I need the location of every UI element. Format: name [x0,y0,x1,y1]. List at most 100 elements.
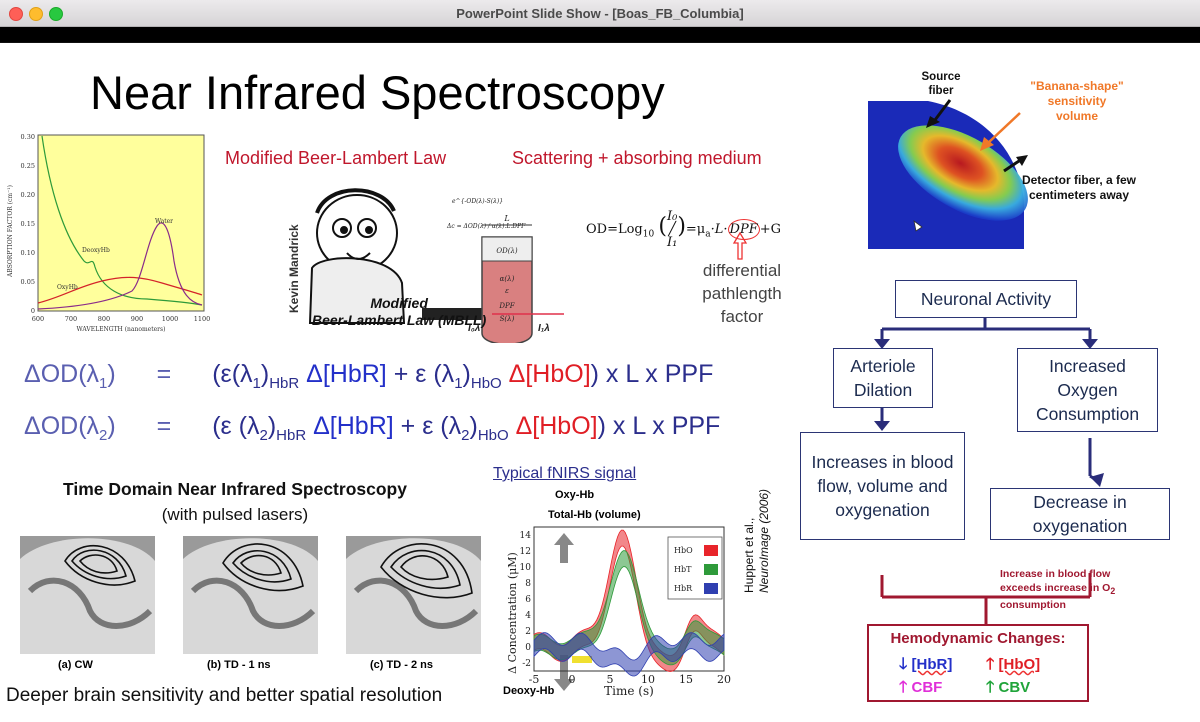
dpf-note-line: differential [702,261,782,280]
fnirs-series-hbr [533,632,725,677]
banana-label: "Banana-shape" sensitivity volume [1022,79,1132,124]
eq1-equals: = [156,360,172,388]
td-brain-images [20,536,481,654]
td-footer: Deeper brain sensitivity and better spat… [6,685,443,706]
chart-ytick: 0.30 [21,133,35,141]
detector-arrow [1003,155,1028,173]
arrow-down-icon: 🡓 [899,656,908,673]
chart-ytick: 0.05 [21,278,35,286]
note-line1: Increase in blood flow [1000,568,1111,580]
hbo-change-label: [HbO] [998,656,1041,673]
chart-ytick: 0.25 [21,162,35,170]
td-subtitle: (with pulsed lasers) [161,505,309,524]
brain-image-cw [20,536,155,654]
equation-lambda2: ΔOD(λ2) = (ε (λ2)HbR Δ[HbR] + ε (λ2)HbO … [24,412,721,444]
fnirs-ytick: 12 [520,547,531,557]
mbll-caption: Modified Beer-Lambert Law (MBLL) [312,295,486,329]
mbll-cartoon: Kevin Mandrick e^{-OD(λ)-S(λ)} Δc = ΔOD(… [287,188,564,343]
chart-ytick: 0.15 [21,220,35,228]
eq2-hbo: Δ[HbO] [508,412,598,440]
hbr-change: 🡓 [HbR] [899,653,952,680]
eq2-hbr: Δ[HbR] [306,412,394,440]
detector-label: Detector fiber, a few centimeters away [1014,173,1144,203]
chart-ylabel: ABSORPTION FACTOR (cm⁻¹) [7,185,14,278]
dpf-note: differential pathlength factor [692,259,792,328]
eq1-lhs: ΔOD(λ1) [24,360,116,392]
total-hb-label: Total-Hb (volume) [548,509,641,521]
tube-length-label: L [503,214,509,223]
source-fiber-label: Source fiber [921,71,961,97]
hemodynamic-changes-box: Hemodynamic Changes: 🡓 [HbR] 🡑 [HbO] 🡑 C… [867,624,1089,702]
deoxy-arrow [554,655,574,691]
mbll-caption-line2: Beer-Lambert Law (MBLL) [312,312,487,328]
legend-hbr: HbR [674,584,693,593]
fnirs-ytick: 8 [525,579,531,589]
note-line3: consumption [1000,599,1066,612]
arrow-up-icon: 🡑 [986,656,995,673]
chart-xtick: 900 [131,315,143,323]
fnirs-legend: HbO HbT HbR [667,536,723,600]
chart-xtick: 800 [98,315,110,323]
deoxyhb-label: DeoxyHb [82,247,110,254]
banana-label-line1: "Banana-shape" [1030,79,1124,93]
fnirs-xtick: 20 [717,673,731,686]
brain-image-td1 [183,536,318,654]
water-curve [37,222,203,310]
chart-xtick: 700 [65,315,77,323]
banana-label-line2: sensitivity [1047,94,1107,108]
hbo-change: 🡑 [HbO] [986,653,1040,680]
mbll-header: Modified Beer-Lambert Law [225,148,447,168]
dpf-note-line: factor [720,307,764,326]
cbv-change: 🡑 CBV [986,676,1030,703]
citation-line2: NeuroImage (2006) [757,488,771,593]
od-formula-base: 10 [642,229,655,240]
chart-plot-area [37,134,205,312]
chart-xtick: 600 [32,315,44,323]
i0-label: I₀λ [468,323,480,334]
chart-xlabel: WAVELENGTH (nanometers) [77,326,166,333]
chart-ytick: 0 [31,307,35,315]
citation-line1: Huppert et al., [742,517,756,593]
legend-hbt: HbT [674,565,692,574]
eq2-tail: ) x L x PPF [597,412,721,440]
intensity-ratio: I₀ ╱ I₁ [666,209,678,250]
absorption-spectrum-chart: ABSORPTION FACTOR (cm⁻¹) 0.30 0.25 0.20 … [7,133,210,333]
fnirs-ytick: 6 [525,595,531,605]
deoxy-hb-label: Deoxy-Hb [503,685,555,697]
dpf-arrow [732,231,748,260]
slide-title: Near Infrared Spectroscopy [90,66,665,119]
deoxyhb-curve [41,135,203,306]
minimize-window-button[interactable] [29,7,43,21]
cbv-change-label: CBV [998,679,1031,696]
od-formula-prefix: OD=Log [586,222,643,237]
hbr-change-label: [HbR] [911,656,953,673]
blood-flow-note: Increase in blood flow exceeds increase … [1000,567,1115,612]
detector-label-line2: centimeters away [1028,188,1130,202]
window-titlebar: PowerPoint Slide Show - [Boas_FB_Columbi… [0,0,1200,27]
arrow-up-icon: 🡑 [899,679,908,696]
legend-hbo-swatch [704,545,718,556]
zoom-window-button[interactable] [49,7,63,21]
close-window-button[interactable] [9,7,23,21]
legend-hbt-swatch [704,564,718,575]
chart-xtick: 1000 [162,315,179,323]
equation-lambda1: ΔOD(λ1) = (ε(λ1)HbR Δ[HbR] + ε (λ1)HbO Δ… [24,360,714,392]
slide-canvas[interactable]: Near Infrared Spectroscopy ABSORPTION FA… [0,42,1200,722]
mouse-cursor-icon [913,220,923,232]
stimulus-marker [572,656,592,663]
note-subscript: 2 [1110,586,1116,597]
chart-ytick: 0.10 [21,249,35,257]
light-source-fiber [422,308,487,320]
formula-delta-c: Δc = ΔOD(λ) / α(λ).L.DPF [446,223,526,230]
fnirs-xtick: 0 [569,673,576,686]
eq2-equals: = [156,412,172,440]
chart-ytick: 0.20 [21,191,35,199]
td-caption-2ns: (c) TD - 2 ns [370,659,433,671]
arteriole-dilation-box: Arteriole Dilation [833,348,933,408]
eq1-open: (ε(λ [212,360,253,388]
fnirs-xtick: 5 [607,673,614,686]
fnirs-title: Typical fNIRS signal [493,465,637,482]
td-caption-cw: (a) CW [58,659,93,671]
od-formula-l: ·L· [710,222,728,237]
